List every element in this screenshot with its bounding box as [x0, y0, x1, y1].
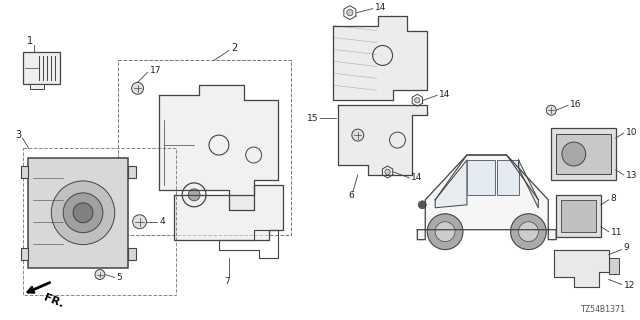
Text: 15: 15: [307, 114, 318, 123]
Bar: [22, 148, 176, 295]
Circle shape: [415, 98, 420, 103]
Text: 17: 17: [150, 66, 161, 75]
Bar: [127, 248, 136, 260]
Text: 1: 1: [27, 36, 33, 45]
Polygon shape: [159, 85, 278, 210]
Bar: [127, 166, 136, 178]
Text: 6: 6: [348, 191, 354, 200]
Text: 3: 3: [15, 130, 22, 140]
Text: 14: 14: [439, 90, 451, 99]
Bar: [28, 158, 127, 268]
Circle shape: [511, 214, 547, 250]
Bar: [609, 258, 619, 274]
Bar: [31, 84, 44, 89]
Text: 4: 4: [159, 217, 165, 226]
Text: 9: 9: [623, 243, 629, 252]
Bar: [20, 248, 28, 260]
Circle shape: [132, 82, 143, 94]
Text: FR.: FR.: [42, 292, 65, 309]
Text: 5: 5: [116, 273, 122, 282]
Text: 10: 10: [626, 128, 637, 137]
Polygon shape: [174, 185, 284, 240]
Circle shape: [63, 193, 103, 233]
Text: 14: 14: [412, 173, 423, 182]
Circle shape: [73, 203, 93, 223]
Circle shape: [132, 215, 147, 229]
Circle shape: [95, 269, 105, 279]
Bar: [561, 200, 596, 232]
Circle shape: [352, 129, 364, 141]
Circle shape: [385, 169, 390, 175]
Polygon shape: [333, 16, 428, 100]
Bar: [556, 134, 611, 174]
Circle shape: [347, 10, 353, 16]
Polygon shape: [554, 250, 609, 287]
Bar: [551, 128, 616, 180]
Text: 16: 16: [570, 100, 582, 109]
Circle shape: [188, 189, 200, 201]
Bar: [20, 166, 28, 178]
Text: TZ54B1371: TZ54B1371: [580, 305, 626, 314]
Circle shape: [547, 105, 556, 115]
Text: 8: 8: [611, 194, 616, 203]
Bar: [118, 60, 291, 235]
Bar: [497, 160, 518, 195]
Text: 2: 2: [231, 44, 237, 53]
Circle shape: [428, 214, 463, 250]
Circle shape: [518, 222, 538, 242]
Polygon shape: [435, 160, 467, 208]
Circle shape: [562, 142, 586, 166]
Circle shape: [435, 222, 455, 242]
Text: 7: 7: [224, 277, 230, 286]
Polygon shape: [338, 105, 428, 175]
Bar: [467, 160, 495, 195]
Bar: [556, 195, 601, 237]
Text: 13: 13: [626, 172, 637, 180]
Circle shape: [419, 201, 426, 209]
Text: 14: 14: [374, 3, 386, 12]
Circle shape: [51, 181, 115, 244]
Text: 12: 12: [623, 281, 635, 290]
Polygon shape: [417, 155, 556, 240]
Polygon shape: [518, 160, 538, 208]
Bar: [22, 52, 60, 84]
Text: 11: 11: [611, 228, 622, 237]
